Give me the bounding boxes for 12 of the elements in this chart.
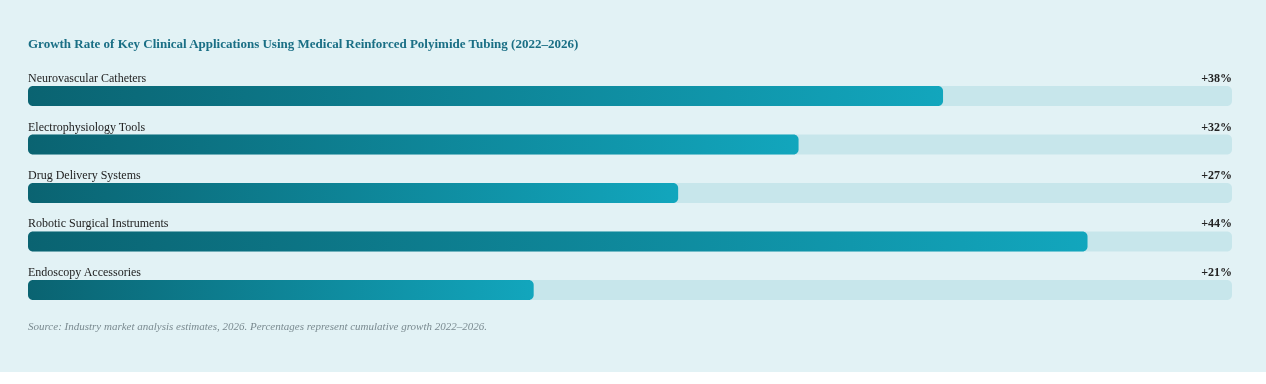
- source-note: Source: Industry market analysis estimates, 2026. Percentages represent cumulative growth 2022–2026.: [28, 320, 487, 332]
- y-tick-label: Endoscopy Accessories: [28, 264, 142, 279]
- chart-title: Growth Rate of Key Clinical Applications Using Medical Reinforced Polyimide Tubing (2022–2026): [28, 36, 579, 51]
- data-label: +38%: [1201, 71, 1232, 86]
- data-label: +21%: [1201, 264, 1232, 279]
- y-tick-label: Drug Delivery Systems: [28, 168, 141, 182]
- data-label: +44%: [1201, 216, 1232, 231]
- y-tick-label: Neurovascular Catheters: [28, 71, 147, 86]
- data-label: +27%: [1201, 168, 1232, 182]
- y-tick-label: Electrophysiology Tools: [28, 119, 146, 134]
- y-tick-label: Robotic Surgical Instruments: [28, 216, 169, 231]
- data-label: +32%: [1201, 119, 1232, 134]
